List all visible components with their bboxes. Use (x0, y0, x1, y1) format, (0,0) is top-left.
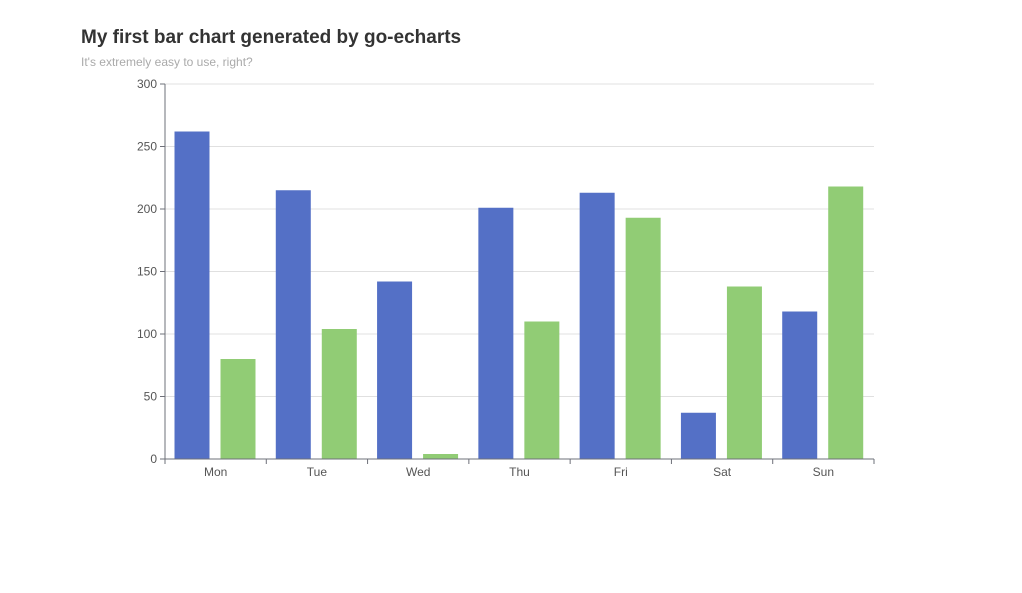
bar-tue-series-1[interactable] (275, 190, 311, 459)
y-tick-label: 0 (150, 452, 157, 466)
bar-tue-series-2[interactable] (321, 329, 357, 459)
y-tick-label: 100 (137, 327, 157, 341)
bar-mon-series-2[interactable] (220, 359, 256, 459)
x-tick-labels: Mon Tue Wed Thu Fri Sat Sun (204, 465, 834, 479)
bar-fri-series-2[interactable] (625, 217, 661, 459)
bar-fri-series-1[interactable] (579, 192, 615, 459)
x-tick-label-sun: Sun (813, 465, 834, 479)
chart-title: My first bar chart generated by go-echar… (81, 27, 462, 48)
bar-thu-series-1[interactable] (478, 207, 514, 459)
bar-sun-series-1[interactable] (782, 311, 818, 460)
bar-wed-series-2[interactable] (423, 454, 459, 459)
bar-wed-series-1[interactable] (377, 281, 413, 460)
x-tick-label-fri: Fri (614, 465, 628, 479)
x-tick-label-sat: Sat (713, 465, 732, 479)
y-tick-label: 50 (144, 390, 158, 404)
bar-sun-series-2[interactable] (828, 186, 864, 460)
x-tick-label-wed: Wed (406, 465, 430, 479)
chart-subtitle: It's extremely easy to use, right? (81, 55, 253, 69)
grid-lines (165, 83, 874, 397)
bar-sat-series-1[interactable] (680, 412, 716, 459)
y-tick-labels: 0 50 100 150 200 250 300 (137, 77, 157, 466)
x-tick-label-mon: Mon (204, 465, 227, 479)
axes (160, 83, 875, 464)
bars (174, 131, 864, 460)
bar-sat-series-2[interactable] (726, 286, 762, 460)
y-tick-label: 300 (137, 77, 157, 91)
y-tick-label: 200 (137, 202, 157, 216)
y-tick-label: 150 (137, 265, 157, 279)
bar-mon-series-1[interactable] (174, 131, 210, 460)
x-tick-label-thu: Thu (509, 465, 530, 479)
bar-thu-series-2[interactable] (524, 321, 560, 460)
x-tick-label-tue: Tue (307, 465, 328, 479)
y-tick-label: 250 (137, 140, 157, 154)
